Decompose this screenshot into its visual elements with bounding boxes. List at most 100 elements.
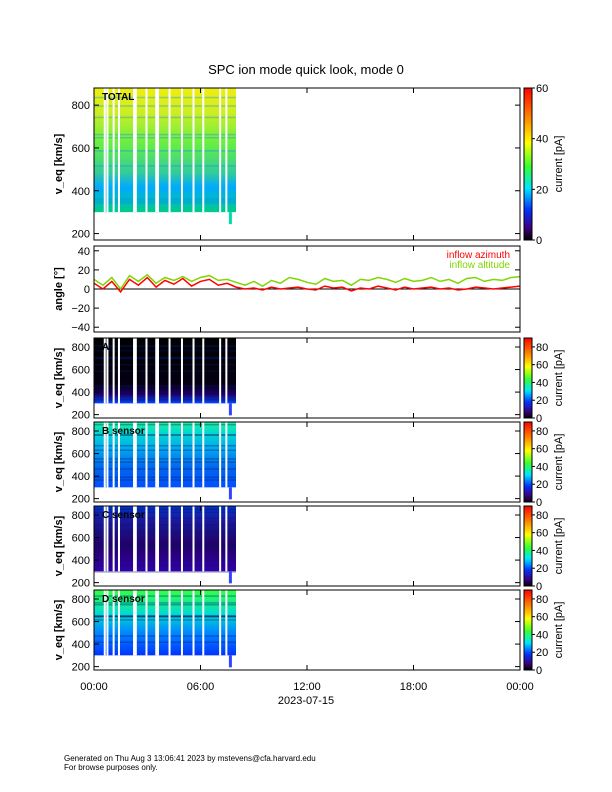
heatmap-streak <box>94 357 236 360</box>
heatmap-streak <box>94 508 236 511</box>
data-gap <box>106 506 109 572</box>
heatmap-streak <box>94 547 236 549</box>
y-tick-label: 400 <box>72 471 90 483</box>
y-tick-label: 600 <box>72 533 90 545</box>
data-gap <box>117 506 120 572</box>
data-gap <box>145 422 148 488</box>
heatmap-tail <box>228 571 232 584</box>
colorbar-label: current [pA] <box>553 136 565 193</box>
y-axis-label: v_eq [km/s] <box>53 347 65 408</box>
y-tick-label: 800 <box>72 100 90 112</box>
heatmap-streak <box>94 165 236 167</box>
colorbar-tick-label: 20 <box>536 184 548 196</box>
colorbar-tick-label: 40 <box>536 545 548 557</box>
x-tick-label: 00:00 <box>80 681 108 693</box>
data-gap <box>133 338 136 404</box>
colorbar-tick-label: 40 <box>536 377 548 389</box>
heatmap-streak <box>94 616 236 618</box>
data-gap <box>225 422 228 488</box>
data-gap <box>202 590 205 656</box>
heatmap-streak <box>94 136 236 139</box>
heatmap-streak <box>94 198 236 200</box>
heatmap-streak <box>94 615 236 617</box>
x-tick-label: 00:00 <box>506 681 534 693</box>
heatmap-streak <box>94 641 236 644</box>
heatmap-tail <box>228 212 232 225</box>
y-tick-label: 200 <box>72 662 90 674</box>
colorbar-tick-label: 80 <box>536 510 548 522</box>
heatmap-streak <box>94 133 236 136</box>
data-gap <box>192 422 195 488</box>
colorbar-tick-label: 80 <box>536 426 548 438</box>
heatmap-streak <box>94 545 236 547</box>
data-gap <box>134 590 137 656</box>
data-gap <box>180 506 183 572</box>
y-axis-label: angle [°] <box>53 267 65 311</box>
heatmap-streak <box>94 345 236 348</box>
data-gap <box>180 88 183 213</box>
colorbar <box>523 87 533 241</box>
heatmap-streak <box>94 571 236 573</box>
heatmap-streak <box>94 595 236 597</box>
data-gap <box>192 590 195 656</box>
colorbar <box>523 505 533 587</box>
data-gap <box>106 338 109 404</box>
y-tick-label: 400 <box>72 555 90 567</box>
y-tick-label: 400 <box>72 387 90 399</box>
colorbar-tick-label: 0 <box>536 665 542 677</box>
colorbar-tick-label: 0 <box>536 581 542 593</box>
heatmap-streak <box>94 357 236 360</box>
data-gap <box>103 422 106 488</box>
heatmap-streak <box>94 615 236 617</box>
colorbar <box>523 421 533 503</box>
data-gap <box>106 590 109 656</box>
data-gap <box>133 506 136 572</box>
colorbar-tick-label: 60 <box>536 612 548 624</box>
data-gap <box>180 338 183 404</box>
data-gap <box>157 422 160 488</box>
heatmap-streak <box>94 344 236 347</box>
colorbar-tick-label: 40 <box>536 461 548 473</box>
data-gap <box>133 590 136 656</box>
heatmap-streak <box>94 423 236 426</box>
heatmap-streak <box>94 511 236 514</box>
data-gap <box>157 506 160 572</box>
heatmap-block <box>94 422 236 488</box>
heatmap-streak <box>94 150 236 152</box>
heatmap-streak <box>94 349 236 352</box>
data-gap <box>145 590 148 656</box>
data-gap <box>134 422 137 488</box>
heatmap-streak <box>94 363 236 366</box>
heatmap-streak <box>94 385 236 387</box>
y-tick-label: 0 <box>84 284 90 296</box>
colorbar-label: current [pA] <box>553 518 565 575</box>
data-gap <box>133 422 136 488</box>
y-tick-label: 600 <box>72 143 90 155</box>
heatmap-streak <box>94 468 236 470</box>
heatmap-streak <box>94 202 236 204</box>
data-gap <box>168 422 171 488</box>
series-line-altitude <box>93 273 521 291</box>
data-gap <box>180 422 183 488</box>
x-tick-label: 18:00 <box>400 681 428 693</box>
data-gap <box>192 506 195 572</box>
data-gap <box>133 88 136 213</box>
heatmap-streak <box>94 116 236 119</box>
data-gap <box>157 88 160 213</box>
panel-label: TOTAL <box>102 92 134 103</box>
y-tick-label: 200 <box>72 494 90 506</box>
y-tick-label: 600 <box>72 365 90 377</box>
data-gap <box>155 88 158 213</box>
y-axis-label: v_eq [km/s] <box>53 431 65 492</box>
data-gap <box>155 506 158 572</box>
panel-label: B sensor <box>102 426 145 437</box>
heatmap-streak <box>94 476 236 479</box>
colorbar-tick-label: 60 <box>536 528 548 540</box>
y-tick-label: 800 <box>72 426 90 438</box>
x-axis-labels: 00:00 06:00 12:00 18:00 00:00 <box>80 681 534 693</box>
heatmap-tail <box>228 487 232 500</box>
data-gap <box>112 506 115 572</box>
data-gap <box>145 338 148 404</box>
